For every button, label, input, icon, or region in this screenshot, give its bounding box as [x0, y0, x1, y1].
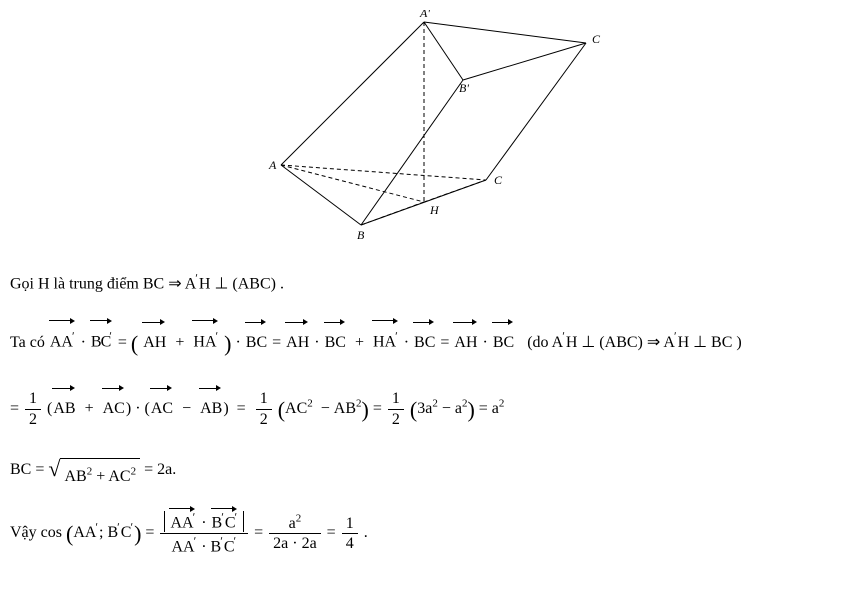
bc-eq: BC =: [10, 461, 48, 478]
svg-text:B': B': [459, 81, 469, 95]
line-2: Ta có AAʹ · BCʹ = ( AH + HAʹ ) · BC = AH…: [10, 320, 831, 368]
half: 1 2: [388, 390, 404, 428]
frac-den: AAʹ · BʹCʹ: [160, 534, 248, 556]
svg-text:A': A': [419, 10, 430, 20]
vec-BC: BC: [413, 325, 436, 360]
one-fourth: 1 4: [342, 515, 358, 553]
half: 1 2: [256, 390, 272, 428]
text: Gọi H là trung điểm: [10, 275, 143, 292]
dot: ·: [314, 334, 319, 351]
line-3: = 1 2 (AB + AC) · (AC − AB) = 1 2 (AC2 −…: [10, 386, 831, 434]
dot: ·: [135, 400, 140, 417]
vec-BC: BC: [492, 325, 515, 360]
text: H ⊥ (ABC) .: [199, 275, 284, 292]
geometry-diagram: A B C H A' B' C': [10, 10, 831, 245]
vec-AAprime: AAʹ: [49, 323, 77, 360]
dot: ·: [404, 334, 409, 351]
vec-AAprime: AAʹ: [169, 511, 197, 532]
abs: AAʹ · BʹCʹ: [164, 511, 244, 532]
prism-svg: A B C H A' B' C': [241, 10, 601, 240]
vec-AB: AB: [199, 391, 223, 426]
line-1: Gọi H là trung điểm BC ⇒ AʹH ⊥ (ABC) .: [10, 265, 831, 302]
text: Ta có: [10, 334, 49, 351]
radicand: AB2 + AC2: [60, 458, 140, 494]
text: BC ⇒ A: [143, 275, 196, 292]
vec-BC: BC: [245, 325, 268, 360]
svg-text:C': C': [592, 32, 601, 46]
eq: =: [272, 334, 285, 351]
vec-HAprime: HAʹ: [372, 323, 400, 360]
frac-num: AAʹ · BʹCʹ: [160, 511, 248, 534]
reason-end: H ⊥ BC ): [678, 334, 742, 351]
vec-BprimeCprime: BCʹ: [90, 323, 114, 360]
vec-AH: AH: [285, 325, 310, 360]
vec-BC: BC: [324, 325, 347, 360]
vec-AC: AC: [150, 391, 174, 426]
dot: ·: [81, 334, 86, 351]
vec-AB: AB: [52, 391, 76, 426]
eq-2a: = 2a.: [144, 461, 176, 478]
vec-AH: AH: [453, 325, 478, 360]
reason-open: (do A: [527, 334, 563, 351]
line-5: Vậy cos (AAʹ; BʹCʹ) = AAʹ · BʹCʹ AAʹ · B…: [10, 510, 831, 558]
half: 1 2: [25, 390, 41, 428]
reason-mid: H ⊥ (ABC) ⇒ A: [566, 334, 675, 351]
rparen: ): [224, 331, 231, 356]
vec-AC: AC: [102, 391, 126, 426]
sqrt: √ AB2 + AC2: [48, 456, 140, 492]
svg-text:A: A: [268, 158, 277, 172]
vec-BprimeCprime: BʹCʹ: [211, 511, 240, 532]
svg-text:H: H: [429, 203, 440, 217]
eq: =: [440, 334, 453, 351]
eq: =: [118, 334, 131, 351]
vec-AH: AH: [142, 325, 167, 360]
lparen: (: [131, 331, 138, 356]
svg-text:C: C: [494, 173, 503, 187]
line-4: BC = √ AB2 + AC2 = 2a.: [10, 452, 831, 492]
a2-frac: a2 2a · 2a: [269, 515, 321, 553]
main-frac: AAʹ · BʹCʹ AAʹ · BʹCʹ: [160, 511, 248, 556]
vec-HAprime: HAʹ: [192, 323, 220, 360]
dot: ·: [235, 334, 240, 351]
radical-icon: √: [48, 458, 60, 494]
prime: ʹ: [195, 271, 198, 285]
vay-cos: Vậy cos: [10, 524, 62, 541]
svg-text:B: B: [357, 228, 365, 240]
dot: ·: [483, 334, 488, 351]
